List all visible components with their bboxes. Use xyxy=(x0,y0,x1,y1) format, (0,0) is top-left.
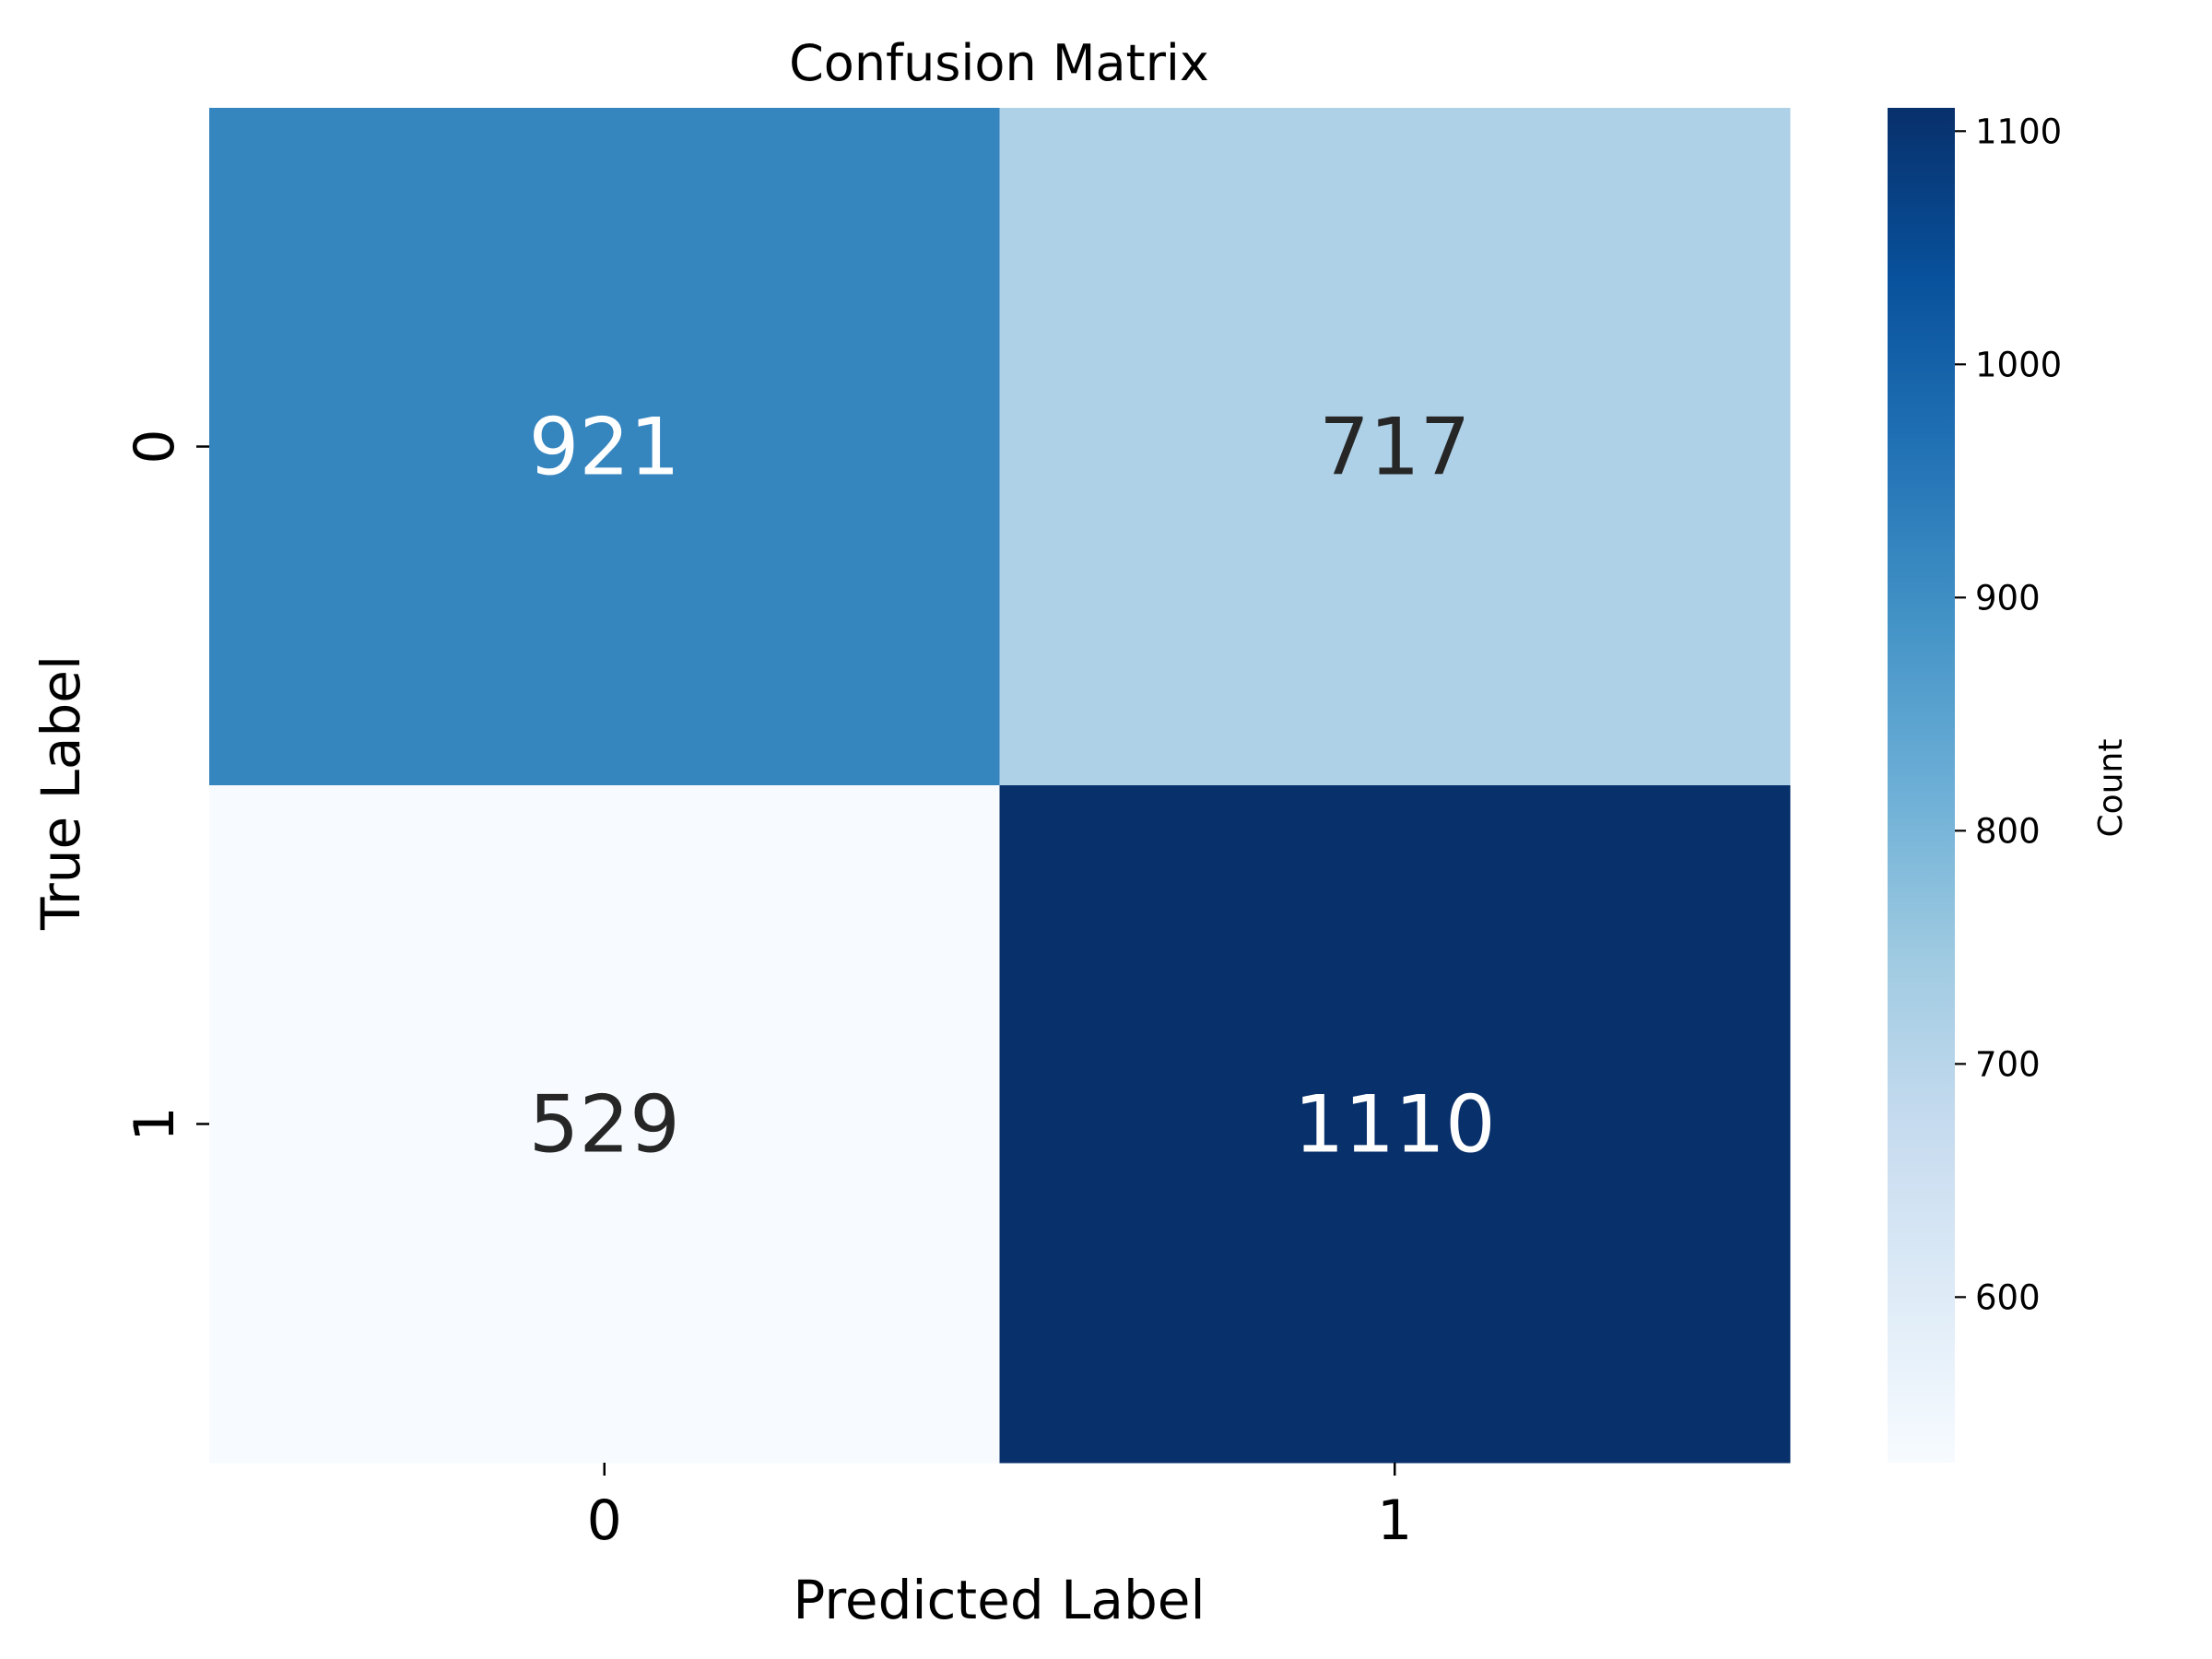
colorbar-tick-label-3: 900 xyxy=(1975,578,2041,618)
colorbar-tick-label-4: 1000 xyxy=(1975,345,2062,384)
heatmap-cell-0-0 xyxy=(209,108,1000,786)
y-tick-label-0: 0 xyxy=(123,429,187,464)
chart-title: Confusion Matrix xyxy=(789,34,1209,92)
y-axis-ticks: 01 xyxy=(123,429,209,1142)
heatmap-cells: 921 717 529 1110 xyxy=(209,108,1791,1464)
colorbar xyxy=(1888,108,1955,1463)
colorbar-tick-label-0: 600 xyxy=(1975,1277,2041,1317)
y-tick-label-1: 1 xyxy=(123,1106,187,1141)
y-axis-label: True Label xyxy=(29,655,92,931)
x-tick-label-0: 0 xyxy=(587,1488,622,1553)
cell-value-0-0: 921 xyxy=(529,402,680,494)
colorbar-tick-label-2: 800 xyxy=(1975,811,2041,851)
cell-value-0-1: 717 xyxy=(1319,402,1470,494)
colorbar-ticks: 600 700 800 900 1000 1100 xyxy=(1955,112,2062,1317)
colorbar-tick-label-5: 1100 xyxy=(1975,112,2062,151)
colorbar-label: Count xyxy=(2092,739,2130,838)
colorbar-tick-label-1: 700 xyxy=(1975,1044,2041,1084)
x-axis-label: Predicted Label xyxy=(793,1569,1205,1631)
x-tick-label-1: 1 xyxy=(1377,1488,1412,1553)
heatmap-cell-1-0 xyxy=(209,785,1000,1464)
cell-value-1-0: 529 xyxy=(529,1079,680,1171)
heatmap-cell-1-1 xyxy=(999,785,1791,1464)
heatmap-cell-0-1 xyxy=(999,108,1791,786)
cell-value-1-1: 1110 xyxy=(1294,1079,1496,1171)
